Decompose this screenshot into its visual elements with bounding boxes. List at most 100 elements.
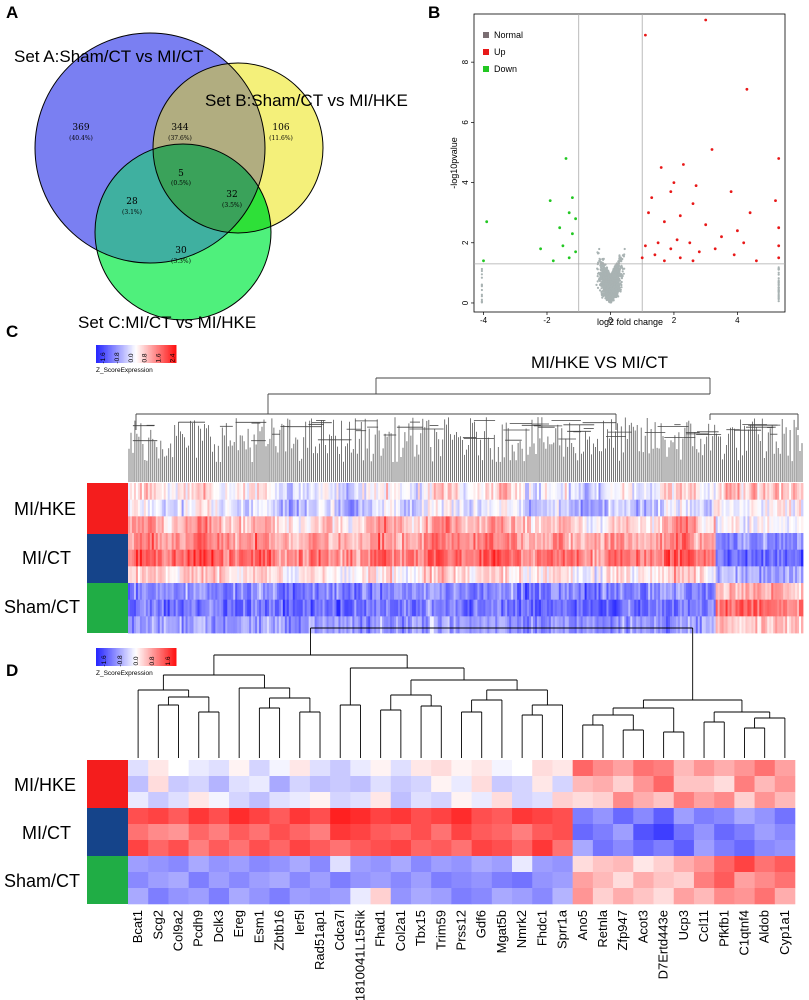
heatmap-c-cell xyxy=(668,516,671,534)
heatmap-c-cell xyxy=(370,483,373,501)
heatmap-c-cell xyxy=(457,599,460,617)
heatmap-c-cell xyxy=(181,616,184,634)
heatmap-c-cell xyxy=(519,566,522,584)
heatmap-c-cell xyxy=(568,566,572,584)
heatmap-c-cell xyxy=(447,599,451,617)
heatmap-c-cell xyxy=(594,516,597,534)
heatmap-c-cell xyxy=(747,516,750,534)
heatmap-c-cell xyxy=(433,549,437,567)
heatmap-c-cell xyxy=(763,583,766,601)
heatmap-c-cell xyxy=(552,483,556,501)
heatmap-c-cell xyxy=(413,566,417,584)
heatmap-c-cell xyxy=(270,499,274,517)
heatmap-c-cell xyxy=(171,483,175,501)
heatmap-c-cell xyxy=(137,549,141,567)
heatmap-c-cell xyxy=(423,516,427,534)
heatmap-c-cell xyxy=(586,499,589,517)
heatmap-c-cell xyxy=(141,616,145,634)
heatmap-c-cell xyxy=(139,483,143,501)
heatmap-c-cell xyxy=(542,483,546,501)
heatmap-c-cell xyxy=(681,616,685,634)
volcano-significant-points xyxy=(482,18,781,263)
heatmap-c-cell xyxy=(135,549,139,567)
heatmap-c-cell xyxy=(173,616,177,634)
heatmap-c-cell xyxy=(473,499,476,517)
volcano-point-up xyxy=(663,220,666,224)
heatmap-c-cell xyxy=(145,499,149,517)
heatmap-c-cell xyxy=(664,566,667,584)
heatmap-c-cell xyxy=(403,583,407,601)
heatmap-c-cell xyxy=(630,583,633,601)
heatmap-c-cell xyxy=(370,616,373,634)
heatmap-c-cell xyxy=(767,599,770,617)
heatmap-c-cell xyxy=(229,483,232,501)
heatmap-c-cell xyxy=(753,499,756,517)
legend-tick-label: 0.0 xyxy=(128,353,135,362)
heatmap-c-cell xyxy=(219,533,222,551)
volcano-normal-point xyxy=(621,257,624,261)
heatmap-c-cell xyxy=(298,549,302,567)
heatmap-c-cell xyxy=(584,516,588,534)
heatmap-c-cell xyxy=(239,583,242,601)
heatmap-c-cell xyxy=(403,549,407,567)
heatmap-c-cell xyxy=(413,616,417,634)
heatmap-c-cell xyxy=(378,533,381,551)
heatmap-c-cell xyxy=(304,549,308,567)
heatmap-c-cell xyxy=(584,566,588,584)
heatmap-c-cell xyxy=(384,583,387,601)
legend-gradient-step xyxy=(144,345,146,363)
heatmap-c-cell xyxy=(129,516,133,534)
heatmap-c-cell xyxy=(642,483,645,501)
legend-gradient-step xyxy=(133,345,136,363)
heatmap-c-cell xyxy=(318,533,321,551)
heatmap-c-cell xyxy=(282,549,286,567)
heatmap-c-cell xyxy=(292,499,296,517)
heatmap-c-cell xyxy=(386,599,389,617)
heatmap-c-cell xyxy=(745,533,748,551)
heatmap-c-cell xyxy=(497,616,500,634)
heatmap-c-cell xyxy=(328,483,331,501)
heatmap-c-cell xyxy=(691,599,695,617)
heatmap-c-cell xyxy=(398,599,401,617)
heatmap-c-cell xyxy=(673,616,677,634)
volcano-normal-point xyxy=(608,290,611,293)
heatmap-c-cell xyxy=(467,549,470,567)
venn-count-b-only: 106 xyxy=(272,123,289,133)
heatmap-c-cell xyxy=(580,549,584,567)
heatmap-c-cell xyxy=(596,599,599,617)
heatmap-c-cell xyxy=(745,499,748,517)
heatmap-c-cell xyxy=(380,516,383,534)
heatmap-c-cell xyxy=(558,499,562,517)
heatmap-c-cell xyxy=(435,549,439,567)
heatmap-c-cell xyxy=(533,516,536,534)
heatmap-c-cell xyxy=(205,499,208,517)
heatmap-c-cell xyxy=(346,483,349,501)
heatmap-c-cell xyxy=(483,483,486,501)
heatmap-c-cell xyxy=(648,616,651,634)
heatmap-c-cell xyxy=(574,533,578,551)
heatmap-c-cell xyxy=(169,549,173,567)
heatmap-c-cell xyxy=(253,499,256,517)
heatmap-c-cell xyxy=(415,549,419,567)
heatmap-c-cell xyxy=(624,549,627,567)
heatmap-c-cell xyxy=(203,549,206,567)
heatmap-c-cell xyxy=(546,599,550,617)
heatmap-c-cell xyxy=(405,583,409,601)
heatmap-c-cell xyxy=(570,616,574,634)
legend-gradient-step xyxy=(169,345,172,363)
heatmap-c-cell xyxy=(292,583,296,601)
heatmap-c-cell xyxy=(679,599,683,617)
heatmap-c-cell xyxy=(366,516,369,534)
heatmap-c-cell xyxy=(443,583,447,601)
heatmap-c-cell xyxy=(143,583,147,601)
heatmap-c-cell xyxy=(546,616,550,634)
heatmap-c-cell xyxy=(310,616,314,634)
volcano-point-up xyxy=(736,229,739,233)
heatmap-c-cell xyxy=(149,483,153,501)
heatmap-c-cell xyxy=(626,616,629,634)
heatmap-c-cell xyxy=(628,549,631,567)
heatmap-c-cell xyxy=(187,599,190,617)
heatmap-c-cell xyxy=(650,483,653,501)
heatmap-c-cell xyxy=(429,533,433,551)
heatmap-c-cell xyxy=(133,516,137,534)
